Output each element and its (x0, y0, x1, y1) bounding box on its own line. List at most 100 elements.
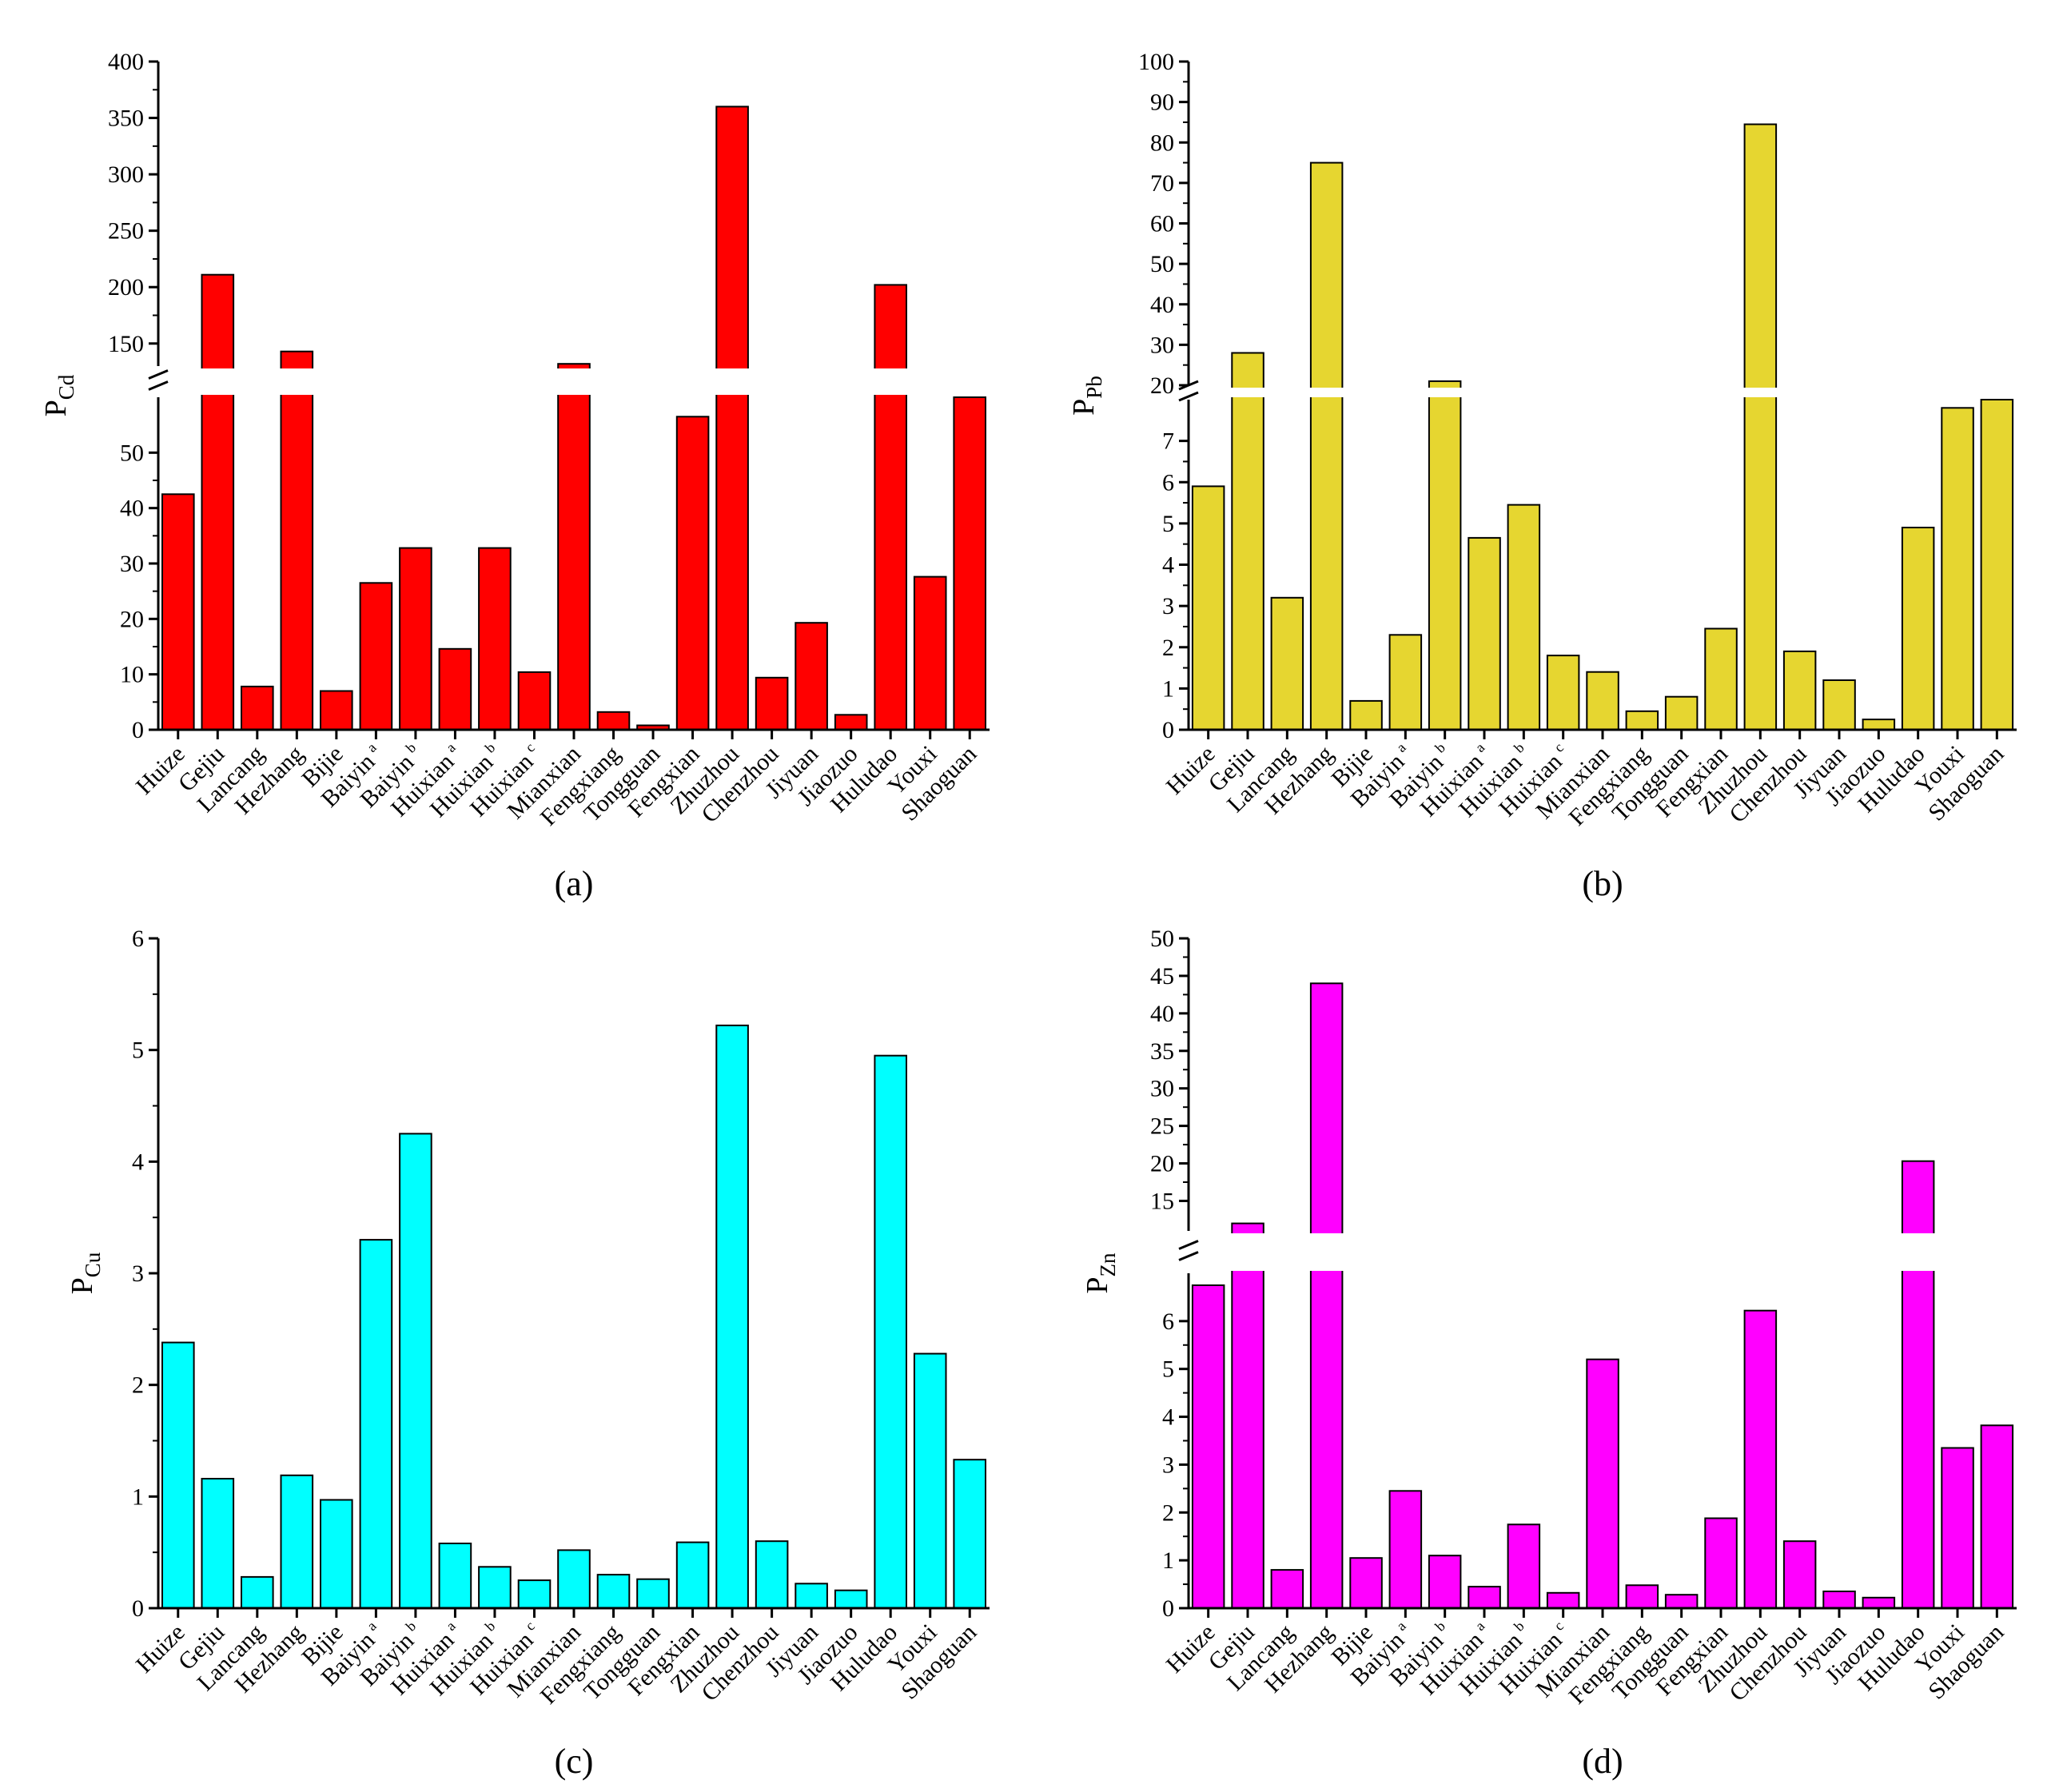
bar-b-4 (1309, 161, 1344, 731)
y-axis-label-c: PCu (66, 1252, 105, 1294)
y-tick-label-b-upper-7: 90 (1150, 90, 1174, 116)
bar-c-15 (715, 1024, 749, 1609)
bar-a-8 (438, 647, 472, 731)
bar-a-18 (834, 714, 868, 731)
y-tick-label-d-lower-1: 1 (1162, 1547, 1174, 1574)
panel-d-zn-chart: 01234561520253035404550HuizeGejiuLancang… (1081, 926, 2021, 1781)
y-tick-label-a-upper-3: 300 (108, 161, 144, 188)
bar-c-19 (874, 1054, 908, 1609)
y-tick-label-d-upper-1: 20 (1150, 1151, 1174, 1177)
bar-d-1 (1191, 1284, 1225, 1609)
bar-a-19 (874, 284, 908, 731)
bar-d-3 (1270, 1569, 1304, 1609)
bar-a-2 (201, 273, 235, 731)
bar-c-21 (953, 1459, 987, 1609)
bar-d-8 (1468, 1586, 1501, 1609)
panel-label-d: (d) (1582, 1742, 1623, 1781)
bar-d-2 (1231, 1222, 1264, 1609)
bar-b-21 (1980, 399, 2014, 731)
bar-b-5 (1349, 699, 1383, 731)
y-tick-label-c-main-4: 4 (132, 1149, 144, 1175)
bar-d-18 (1862, 1596, 1896, 1610)
y-tick-label-a-lower-2: 20 (120, 606, 144, 632)
bar-d-12 (1625, 1584, 1659, 1610)
bar-a-12 (596, 711, 631, 731)
bar-b-17 (1822, 679, 1856, 731)
y-axis-label-a: PCd (39, 374, 78, 416)
panel-b-pb-chart: 012345672030405060708090100HuizeGejiuLan… (1067, 49, 2021, 903)
bar-c-6 (359, 1239, 393, 1609)
bar-d-17 (1822, 1591, 1856, 1609)
bar-d-14 (1704, 1517, 1738, 1609)
bar-d-10 (1546, 1591, 1580, 1610)
bar-d-11 (1586, 1358, 1619, 1609)
bar-c-3 (241, 1575, 274, 1610)
bar-c-9 (478, 1566, 512, 1610)
bar-c-12 (596, 1574, 631, 1609)
y-tick-label-b-lower-5: 5 (1162, 511, 1174, 537)
bar-a-14 (675, 416, 710, 731)
y-tick-label-d-upper-7: 50 (1150, 926, 1174, 952)
bars-d (1191, 982, 2014, 1610)
bar-d-13 (1664, 1594, 1699, 1609)
y-tick-label-b-upper-6: 80 (1150, 129, 1174, 156)
bar-d-5 (1349, 1557, 1383, 1609)
bar-a-20 (913, 575, 947, 731)
y-tick-label-b-lower-3: 3 (1162, 593, 1174, 619)
bar-d-6 (1388, 1490, 1423, 1610)
axis-break-gap-d (1185, 1233, 2021, 1271)
y-tick-label-a-upper-1: 200 (108, 274, 144, 301)
bar-a-16 (755, 676, 789, 731)
y-tick-label-a-upper-0: 150 (108, 331, 144, 357)
bar-c-16 (755, 1540, 789, 1609)
y-tick-label-c-main-6: 6 (132, 926, 144, 952)
y-tick-label-a-lower-1: 10 (120, 662, 144, 688)
bar-c-11 (557, 1549, 591, 1610)
bar-b-1 (1191, 485, 1225, 731)
bars-a (161, 106, 987, 731)
bar-c-8 (438, 1543, 472, 1609)
y-tick-label-d-upper-3: 30 (1150, 1076, 1174, 1102)
y-tick-label-a-lower-4: 40 (120, 496, 144, 522)
y-tick-label-a-lower-0: 0 (132, 717, 144, 743)
bar-a-10 (517, 671, 552, 731)
bar-d-15 (1743, 1309, 1778, 1609)
bar-c-10 (517, 1579, 552, 1609)
break-mark-a-1 (148, 369, 169, 380)
panel-label-c: (c) (555, 1742, 594, 1781)
bar-c-4 (280, 1474, 314, 1610)
y-axis-label-d: PZn (1081, 1252, 1120, 1294)
bar-a-17 (795, 622, 828, 731)
y-tick-label-a-upper-2: 250 (108, 218, 144, 245)
y-tick-label-c-main-3: 3 (132, 1260, 144, 1287)
bar-d-21 (1980, 1424, 2014, 1610)
y-tick-label-d-lower-6: 6 (1162, 1308, 1174, 1335)
y-tick-label-d-lower-0: 0 (1162, 1595, 1174, 1622)
panel-c-cu-chart: 0123456HuizeGejiuLancangHezhangBijieBaiy… (66, 926, 990, 1781)
y-tick-label-b-lower-1: 1 (1162, 675, 1174, 702)
y-tick-label-b-lower-0: 0 (1162, 717, 1174, 743)
bar-d-16 (1782, 1540, 1817, 1609)
bar-a-5 (320, 690, 353, 731)
bar-b-20 (1941, 407, 1974, 731)
bar-c-1 (161, 1341, 195, 1609)
bar-a-3 (241, 685, 274, 731)
break-mark-b-2 (1178, 391, 1199, 402)
y-tick-label-a-lower-3: 30 (120, 551, 144, 577)
y-tick-label-b-lower-6: 6 (1162, 469, 1174, 496)
bar-b-13 (1664, 695, 1699, 731)
bar-c-2 (201, 1478, 235, 1609)
panel-label-b: (b) (1582, 864, 1623, 903)
bar-b-16 (1782, 650, 1817, 731)
bar-a-4 (280, 350, 314, 731)
y-tick-label-c-main-0: 0 (132, 1595, 144, 1622)
y-tick-label-d-upper-6: 45 (1150, 963, 1174, 990)
y-tick-label-b-upper-3: 50 (1150, 251, 1174, 277)
break-mark-d-1 (1178, 1240, 1199, 1250)
bar-b-8 (1468, 536, 1501, 731)
y-tick-label-b-upper-5: 70 (1150, 170, 1174, 197)
bar-a-7 (399, 547, 432, 731)
bar-c-14 (675, 1541, 710, 1609)
bar-c-17 (795, 1583, 828, 1610)
bar-a-6 (359, 582, 393, 731)
